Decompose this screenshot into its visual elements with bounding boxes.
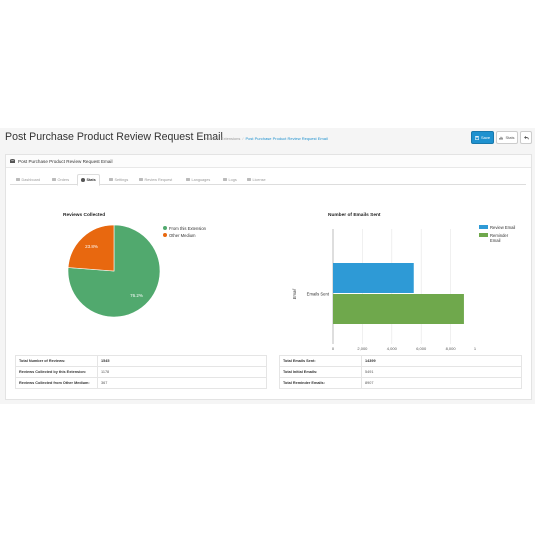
orders-icon — [52, 177, 56, 182]
legend-label: Review Email — [490, 225, 516, 230]
pie-chart: 76.2% 23.8% — [67, 225, 161, 318]
save-button-label: Save — [480, 135, 491, 140]
legend-item-other-medium: Other Medium — [163, 233, 196, 238]
x-tick-label: 0 — [332, 346, 335, 351]
x-tick-label: 6,000 — [416, 346, 427, 351]
stats-button[interactable]: Stats — [496, 131, 518, 144]
pie-slice-other-medium[interactable] — [67, 225, 115, 272]
bar-chart: Emails Sent Email 0 2,000 4,000 6,000 8,000 10,… — [292, 229, 476, 365]
legend-item-review-email: Review Email — [479, 225, 515, 230]
table-cell-value: 1545 — [97, 355, 267, 367]
tab-label: License — [252, 177, 266, 182]
bar-review-email[interactable] — [333, 263, 414, 293]
table-cell-label: Total Reminder Emails: — [279, 377, 362, 389]
tab-settings[interactable]: Settings — [106, 174, 131, 185]
table-row: Reviews Collected by this Extension: 1178 — [15, 366, 267, 378]
table-cell-value: 14399 — [361, 355, 522, 367]
x-tick-label: 10,000 — [474, 346, 476, 351]
table-cell-label: Reviews Collected by this Extension: — [15, 366, 98, 378]
table-row: Reviews Collected from Other Medium: 367 — [15, 377, 267, 389]
tab-label: Stats — [86, 178, 96, 182]
envelope-icon — [10, 159, 15, 163]
tab-logs[interactable]: Logs — [220, 174, 240, 185]
language-icon — [186, 177, 190, 182]
page-title: Post Purchase Product Review Request Ema… — [5, 131, 223, 143]
table-row: Total Number of Reviews: 1545 — [15, 355, 267, 367]
tab-label: Orders — [57, 177, 70, 182]
tab-stats[interactable]: Stats — [77, 174, 100, 186]
legend-label: Reminder Email — [490, 233, 509, 243]
tab-review-request[interactable]: Review Request — [136, 174, 175, 185]
table-cell-label: Total Number of Reviews: — [15, 355, 98, 367]
gear-icon — [109, 177, 113, 182]
table-cell-value: 367 — [97, 377, 267, 389]
tab-orders[interactable]: Orders — [49, 174, 72, 185]
tab-label: Review Request — [144, 177, 173, 182]
save-button[interactable]: Save — [471, 131, 494, 144]
tab-dashboard[interactable]: Dashboard — [13, 174, 43, 185]
legend-swatch-green — [163, 226, 167, 231]
breadcrumb-home-link[interactable]: Home — [205, 136, 216, 141]
reply-icon — [523, 135, 529, 140]
x-tick-label: 8,000 — [446, 346, 457, 351]
stats-button-label: Stats — [505, 135, 515, 140]
table-cell-label: Reviews Collected from Other Medium: — [15, 377, 98, 389]
table-cell-label: Total Initial Emails: — [279, 366, 362, 378]
bar-reminder-email[interactable] — [333, 294, 464, 324]
legend-label: From this Extension — [169, 226, 207, 231]
table-row: Total Initial Emails: 5491 — [279, 366, 522, 378]
email-icon — [139, 177, 143, 182]
panel-heading: Post Purchase Product Review Request Ema… — [6, 155, 531, 168]
pie-slice-label: 76.2% — [130, 293, 143, 298]
x-tick-label: 4,000 — [387, 346, 398, 351]
pie-slice-label: 23.8% — [85, 244, 98, 249]
save-icon — [475, 135, 479, 140]
legend-label: Other Medium — [169, 233, 196, 238]
key-icon — [247, 177, 251, 182]
legend-swatch-blue — [479, 225, 488, 230]
app-window: Post Purchase Product Review Request Ema… — [0, 128, 535, 404]
table-cell-value: 1178 — [97, 366, 267, 378]
tab-label: Languages — [191, 177, 211, 182]
logs-icon — [223, 177, 227, 182]
legend-item-from-extension: From this Extension — [163, 226, 206, 231]
tab-label: Dashboard — [21, 177, 41, 182]
legend-swatch-orange — [163, 233, 167, 238]
panel-heading-title: Post Purchase Product Review Request Ema… — [18, 158, 113, 164]
table-cell-label: Total Emails Sent: — [279, 355, 362, 367]
tab-bar: Dashboard Orders Stats Settings Review R… — [10, 174, 526, 186]
stats-panel: Post Purchase Product Review Request Ema… — [5, 154, 532, 400]
reviews-summary-table: Total Number of Reviews: 1545 Reviews Col… — [15, 355, 267, 389]
stats-icon — [81, 178, 85, 182]
breadcrumb-extensions-link[interactable]: Extensions — [220, 136, 241, 141]
y-axis-label: Email — [292, 288, 297, 300]
dashboard-icon — [16, 177, 20, 182]
legend-swatch-lime — [479, 233, 488, 238]
pie-chart-title: Reviews Collected — [63, 213, 106, 218]
back-button[interactable] — [520, 131, 532, 144]
tab-license[interactable]: License — [244, 174, 269, 185]
chart-icon — [499, 136, 504, 140]
breadcrumb-current-link[interactable]: Post Purchase Product Review Request Ema… — [245, 136, 328, 141]
category-label: Emails Sent — [307, 292, 330, 297]
breadcrumb: Home / Extensions / Post Purchase Product Re… — [205, 136, 328, 141]
table-cell-value: 5491 — [361, 366, 522, 378]
table-row: Total Reminder Emails: 8907 — [279, 377, 522, 389]
table-row: Total Emails Sent: 14399 — [279, 355, 522, 367]
legend-item-reminder-email: Reminder Email — [479, 233, 519, 243]
tab-languages[interactable]: Languages — [183, 174, 213, 185]
table-cell-value: 8907 — [361, 377, 522, 389]
tab-label: Logs — [228, 177, 237, 182]
x-tick-label: 2,000 — [357, 346, 368, 351]
emails-summary-table: Total Emails Sent: 14399 Total Initial Em… — [279, 355, 522, 389]
bar-chart-title: Number of Emails Sent — [328, 213, 381, 218]
tab-label: Settings — [114, 177, 129, 182]
